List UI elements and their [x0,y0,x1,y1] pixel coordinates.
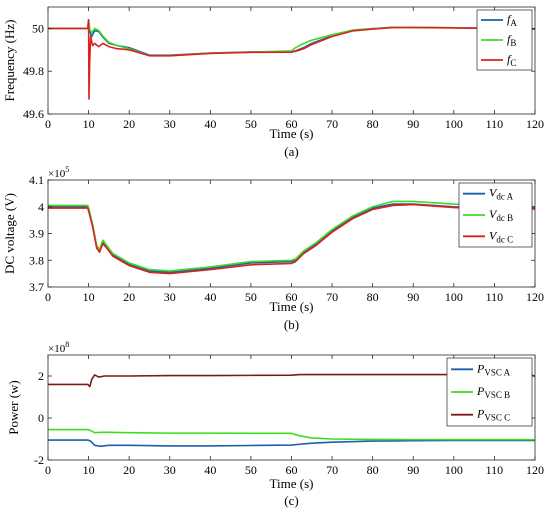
series-line-PVSC-C [48,373,535,388]
chart-panel-1: 0 10 20 30 40 50 60 70 80 90 100 110 120 3.7 3.8 3.9 4 4.… [2,165,544,332]
x-tick-label: 120 [526,463,544,477]
x-tick-label: 20 [123,117,135,131]
x-tick-label: 110 [486,463,504,477]
x-tick-label: 0 [45,290,51,304]
x-tick-label: 60 [286,290,298,304]
x-tick-label: 30 [164,463,176,477]
x-tick-label: 120 [526,290,544,304]
chart-panel-0: 0 10 20 30 40 50 60 70 80 90 100 110 120 49.6 49.8 50 Ti… [2,6,544,159]
x-tick-label: 100 [445,290,463,304]
legend-entry: fC [507,52,516,68]
x-tick-label: 100 [445,117,463,131]
axis-exponent: ×108 [48,340,69,355]
legend-entry: PVSC C [476,407,510,423]
panel-caption: (c) [284,493,298,508]
panel-caption: (b) [284,317,299,332]
legend-entry: Vdc A [489,186,514,202]
x-tick-label: 10 [83,463,95,477]
series-line-PVSC-B [48,428,535,441]
x-tick-label: 0 [45,117,51,131]
x-tick-label: 50 [245,290,257,304]
legend-entry: PVSC A [476,361,511,377]
x-tick-label: 70 [326,463,338,477]
x-tick-label: 50 [245,463,257,477]
y-tick-label: 3.9 [29,227,44,241]
series-line-fB [48,21,535,57]
y-tick-label: 4.1 [29,173,44,187]
axis-exponent: ×105 [48,165,69,180]
x-tick-label: 50 [245,117,257,131]
y-tick-label: -2 [34,453,44,467]
x-tick-label: 60 [286,463,298,477]
legend-entry: Vdc B [489,207,513,223]
x-tick-label: 90 [407,290,419,304]
series-line-fC [48,19,535,100]
legend-entry: fB [507,32,516,48]
x-tick-label: 80 [367,290,379,304]
x-tick-label: 30 [164,290,176,304]
legend-entry: PVSC B [476,384,510,400]
x-tick-label: 20 [123,463,135,477]
x-tick-label: 10 [83,117,95,131]
x-tick-label: 0 [45,463,51,477]
x-tick-label: 20 [123,290,135,304]
x-tick-label: 100 [445,463,463,477]
y-tick-label: 49.6 [23,107,44,121]
x-tick-label: 90 [407,463,419,477]
x-tick-label: 60 [286,117,298,131]
x-tick-label: 40 [204,290,216,304]
axes-box [47,6,536,115]
x-tick-label: 90 [407,117,419,131]
x-tick-label: 30 [164,117,176,131]
legend-entry: Vdc C [489,228,513,244]
y-tick-label: 4 [38,200,44,214]
x-axis-label: Time (s) [270,126,314,141]
y-tick-label: 2 [38,369,44,383]
x-tick-label: 110 [486,117,504,131]
y-tick-label: 3.8 [29,253,44,267]
series-line-Vdc-C [48,203,535,275]
x-axis-label: Time (s) [270,476,314,491]
series-line-Vdc-B [48,200,535,272]
x-axis-label: Time (s) [270,299,314,314]
x-tick-label: 80 [367,463,379,477]
y-axis-label: Frequency (Hz) [2,20,17,102]
x-tick-label: 80 [367,117,379,131]
y-tick-label: 0 [38,411,44,425]
y-tick-label: 49.8 [23,64,44,78]
y-axis-label: DC voltage (V) [2,193,17,274]
x-tick-label: 70 [326,290,338,304]
y-tick-label: 3.7 [29,280,44,294]
x-tick-label: 40 [204,117,216,131]
series-line-PVSC-A [48,439,535,448]
chart-panel-2: 0 10 20 30 40 50 60 70 80 90 100 110 120-202×108Time… [6,340,544,508]
legend-entry: fA [507,12,517,28]
x-tick-label: 40 [204,463,216,477]
y-axis-label: Power (w) [6,380,21,435]
panel-caption: (a) [284,144,298,159]
x-tick-label: 110 [486,290,504,304]
x-tick-label: 70 [326,117,338,131]
x-tick-label: 10 [83,290,95,304]
y-tick-label: 50 [32,21,44,35]
x-tick-label: 120 [526,117,544,131]
